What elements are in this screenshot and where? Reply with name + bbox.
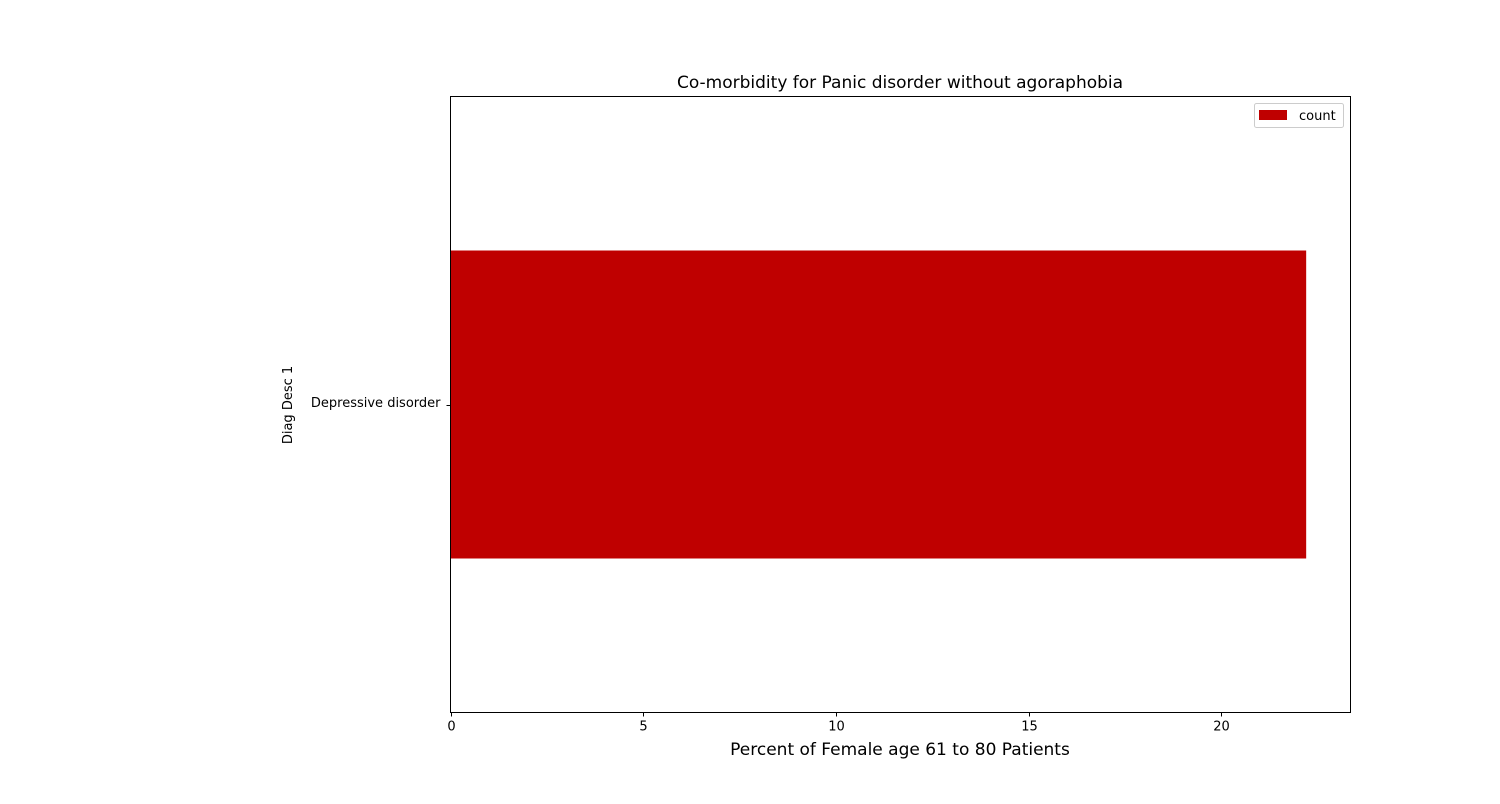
y-axis-ticks: Depressive disorder [311,396,451,411]
x-tick-label: 20 [1213,720,1230,735]
y-axis-label: Diag Desc 1 [281,366,296,444]
bar-depressive-disorder [450,250,1307,559]
legend-box [1254,103,1344,128]
legend-label: count [1299,109,1336,124]
plot-frame [450,96,1351,713]
x-tick-label: 10 [828,720,845,735]
bars-layer [450,250,1307,559]
legend: count [1254,103,1344,128]
chart-title: Co-morbidity for Panic disorder without … [677,73,1123,93]
x-tick-label: 5 [639,720,647,735]
x-tick-label: 15 [1021,720,1038,735]
legend-swatch [1259,110,1287,120]
x-axis-ticks: 0 5 10 15 20 [447,712,1230,735]
x-axis-label: Percent of Female age 61 to 80 Patients [730,740,1070,760]
y-tick-label: Depressive disorder [311,396,441,411]
x-tick-label: 0 [447,720,455,735]
